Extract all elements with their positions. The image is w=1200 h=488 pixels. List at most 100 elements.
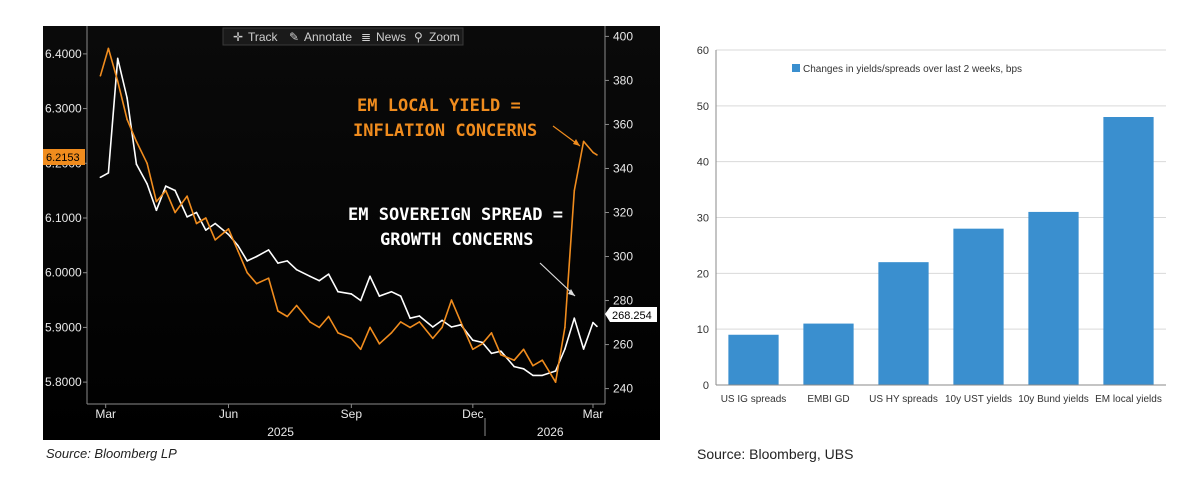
bar [878, 262, 929, 385]
point-em-local-yield [174, 211, 176, 214]
point-em-local-yield [450, 299, 453, 301]
point-em-sovereign-spread [596, 325, 598, 328]
x-category-label: US IG spreads [721, 394, 787, 405]
x-category-label: US HY spreads [869, 394, 938, 405]
point-em-sovereign-spread [126, 97, 128, 99]
point-em-sovereign-spread [564, 348, 566, 350]
point-em-sovereign-spread [418, 315, 421, 317]
y-tick-label: 50 [697, 101, 709, 113]
point-em-local-yield [337, 332, 339, 334]
last-value-left: 6.2153 [46, 152, 80, 164]
y-tick-label: 0 [703, 380, 709, 392]
annotation-arrow-spread [539, 262, 576, 297]
point-em-local-yield [350, 337, 353, 340]
toolbar-track-label: Track [248, 30, 279, 44]
x-month-label: Mar [95, 407, 116, 421]
point-em-sovereign-spread [350, 293, 353, 295]
point-em-sovereign-spread [227, 233, 230, 236]
x-month-label: Sep [341, 407, 363, 421]
toolbar-annotate-button[interactable]: ✎ Annotate [289, 30, 352, 44]
bar [1028, 211, 1079, 385]
point-em-local-yield [195, 222, 198, 225]
point-em-local-yield [582, 140, 585, 143]
point-em-local-yield [490, 332, 493, 334]
source-note-right: Source: Bloomberg, UBS [697, 446, 854, 462]
point-em-sovereign-spread [237, 244, 239, 247]
chart-toolbar: ✛ Track ✎ Annotate ≣ News ⚲ Zoom [222, 27, 464, 46]
point-em-local-yield [267, 277, 270, 279]
point-em-local-yield [146, 162, 148, 165]
point-em-local-yield [431, 337, 434, 340]
point-em-local-yield [255, 282, 258, 285]
point-em-sovereign-spread [500, 350, 502, 352]
point-em-local-yield [309, 321, 311, 323]
point-em-sovereign-spread [277, 262, 279, 264]
point-em-sovereign-spread [554, 370, 557, 372]
toolbar-annotate-label: Annotate [304, 30, 352, 44]
point-em-sovereign-spread [309, 275, 311, 278]
point-em-sovereign-spread [99, 176, 102, 179]
toolbar-zoom-button[interactable]: ⚲ Zoom [414, 30, 460, 44]
point-em-sovereign-spread [186, 216, 188, 218]
y-right-tick-label: 360 [613, 117, 633, 131]
point-em-local-yield [205, 217, 207, 219]
point-em-sovereign-spread [116, 57, 119, 60]
point-em-local-yield [592, 151, 594, 154]
point-em-local-yield [532, 364, 534, 367]
point-em-local-yield [541, 359, 544, 362]
annotation-growth-concerns: GROWTH CONCERNS [380, 230, 534, 250]
point-em-local-yield [378, 343, 381, 345]
last-value-right: 268.254 [612, 310, 652, 322]
y-right-tick-label: 340 [613, 161, 633, 175]
x-category-label: EM local yields [1095, 394, 1162, 405]
bar [953, 228, 1004, 385]
point-em-local-yield [164, 189, 167, 192]
x-year-label: 2025 [267, 425, 294, 439]
point-em-sovereign-spread [573, 317, 576, 319]
point-em-sovereign-spread [409, 317, 411, 319]
y-left-tick-label: 6.1000 [45, 211, 82, 225]
toolbar-news-button[interactable]: ≣ News [361, 30, 406, 44]
y-left-tick-label: 6.3000 [45, 102, 82, 116]
arrowhead-icon [568, 289, 575, 296]
crosshair-icon: ✛ [233, 30, 243, 44]
point-em-local-yield [107, 47, 110, 50]
point-em-sovereign-spread [214, 222, 216, 225]
y-right-tick-label: 300 [613, 250, 633, 264]
toolbar-track-button[interactable]: ✛ Track [233, 30, 279, 44]
point-em-sovereign-spread [390, 290, 393, 293]
point-em-sovereign-spread [267, 249, 270, 251]
point-em-local-yield [369, 326, 371, 329]
point-em-sovereign-spread [522, 367, 525, 370]
y-right-tick-label: 240 [613, 382, 633, 396]
point-em-local-yield [418, 321, 421, 323]
point-em-local-yield [573, 189, 576, 192]
annotation-inflation-concerns: INFLATION CONCERNS [353, 121, 537, 141]
point-em-local-yield [513, 359, 516, 362]
point-em-sovereign-spread [107, 172, 110, 174]
y-tick-label: 30 [697, 213, 709, 225]
point-em-sovereign-spread [146, 183, 148, 185]
point-em-local-yield [399, 321, 402, 323]
point-em-sovereign-spread [195, 211, 198, 214]
point-em-local-yield [246, 271, 249, 274]
point-em-sovereign-spread [327, 273, 330, 275]
point-em-local-yield [214, 239, 216, 241]
point-em-local-yield [554, 381, 557, 383]
point-em-local-yield [460, 321, 462, 323]
x-category-label: EMBI GD [807, 394, 849, 405]
x-category-label: 10y Bund yields [1018, 394, 1089, 405]
point-em-local-yield [481, 343, 483, 345]
annotation-em-local-yield: EM LOCAL YIELD = [357, 96, 521, 116]
point-em-sovereign-spread [174, 189, 176, 192]
magnifier-icon: ⚲ [414, 30, 423, 44]
yield-spread-changes-bar-chart: 0 10 20 30 40 50 60 US IG spreads EMBI GD US HY … [697, 45, 1166, 405]
point-em-local-yield [277, 310, 279, 312]
y-right-tick-label: 400 [613, 29, 633, 43]
point-em-local-yield [441, 326, 443, 329]
point-em-local-yield [390, 332, 393, 334]
source-note-left: Source: Bloomberg LP [46, 446, 177, 461]
point-em-local-yield [237, 250, 239, 252]
y-right-tick-label: 260 [613, 338, 633, 352]
arrowhead-icon [573, 139, 580, 146]
